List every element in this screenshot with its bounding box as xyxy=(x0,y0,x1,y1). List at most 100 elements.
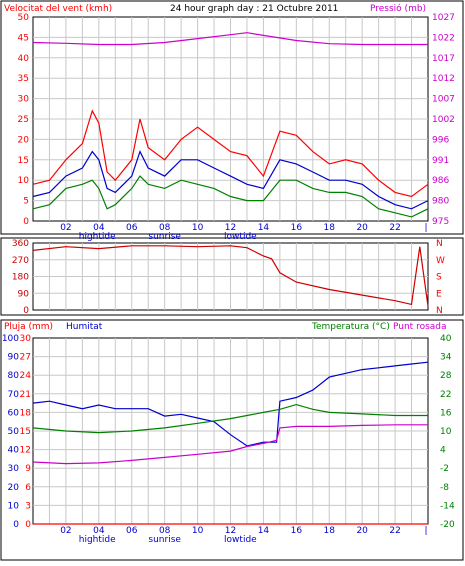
humidity-y-tick: 60 xyxy=(8,408,20,418)
pressure-y-tick: 980 xyxy=(432,197,449,207)
temperature-y-tick: -20 xyxy=(440,520,455,530)
x-tick-label: 22 xyxy=(389,223,400,233)
x-tick-label: 10 xyxy=(192,223,204,233)
humidity-y-tick: 70 xyxy=(8,390,20,400)
climate-series-green xyxy=(32,403,428,434)
x-tick-label: 08 xyxy=(159,526,171,536)
pressure-y-tick: 1027 xyxy=(432,13,455,23)
rain-y-tick: 24 xyxy=(20,371,32,381)
humidity-y-tick: 10 xyxy=(8,501,20,511)
data-series xyxy=(32,32,429,525)
rain-axis-label: Pluja (mm) xyxy=(4,322,53,332)
direction-panel-border xyxy=(0,237,464,316)
pressure-y-tick: 991 xyxy=(432,156,449,166)
compass-y-tick: W xyxy=(436,256,445,266)
x-tick-label: 14 xyxy=(258,526,270,536)
temperature-y-tick: -2 xyxy=(440,464,449,474)
wind-series-magenta xyxy=(32,32,428,46)
x-tick-label: 10 xyxy=(192,526,204,536)
x-event-label: lowtide xyxy=(224,232,257,242)
x-tick-label: 06 xyxy=(126,223,138,233)
gridlines xyxy=(33,17,428,524)
temperature-y-tick: -14 xyxy=(440,501,455,511)
x-end-marker: | xyxy=(424,526,427,536)
wind-series-red xyxy=(32,109,429,198)
x-tick-label: 18 xyxy=(324,223,336,233)
humidity-y-tick: 100 xyxy=(2,334,19,344)
pressure-y-tick: 1012 xyxy=(432,74,455,84)
x-tick-label: 08 xyxy=(159,223,171,233)
rain-y-tick: 0 xyxy=(25,520,31,530)
wind-y-tick: 50 xyxy=(18,13,30,23)
x-tick-label: 20 xyxy=(356,223,368,233)
wind-y-tick: 45 xyxy=(18,33,29,43)
compass-y-tick: N xyxy=(436,239,443,249)
wind-series-green xyxy=(32,175,429,218)
wind-y-tick: 25 xyxy=(18,115,29,125)
humidity-y-tick: 80 xyxy=(8,371,20,381)
wind-y-tick: 40 xyxy=(18,54,30,64)
x-tick-label: 14 xyxy=(258,223,270,233)
temperature-y-tick: 4 xyxy=(440,446,446,456)
dewpoint-axis-label: Punt rosada xyxy=(393,322,447,332)
compass-y-tick: E xyxy=(436,289,442,299)
humidity-y-tick: 40 xyxy=(8,446,20,456)
rain-y-tick: 27 xyxy=(20,353,31,363)
x-tick-label: 06 xyxy=(126,526,138,536)
rain-y-tick: 3 xyxy=(25,501,31,511)
pressure-y-tick: 1022 xyxy=(432,33,455,43)
wind-y-tick: 15 xyxy=(18,156,29,166)
x-tick-label: 16 xyxy=(291,223,303,233)
wind-y-tick: 0 xyxy=(23,217,29,227)
temperature-y-tick: 28 xyxy=(440,371,452,381)
rain-y-tick: 12 xyxy=(20,446,31,456)
pressure-y-tick: 1007 xyxy=(432,95,455,105)
pressure-y-tick: 996 xyxy=(432,135,449,145)
wind-speed-axis-label: Velocitat del vent (kmh) xyxy=(4,4,112,14)
temperature-y-tick: 16 xyxy=(440,408,452,418)
x-tick-label: 12 xyxy=(225,526,236,536)
rain-y-tick: 21 xyxy=(20,390,31,400)
x-tick-label: 22 xyxy=(389,526,400,536)
direction-y-tick: 90 xyxy=(18,289,30,299)
climate-series-magenta xyxy=(32,424,428,465)
direction-y-tick: 270 xyxy=(12,256,29,266)
x-event-label: sunrise xyxy=(148,535,181,545)
x-event-label: hightide xyxy=(79,535,116,545)
rain-y-tick: 9 xyxy=(25,464,31,474)
temperature-y-tick: 10 xyxy=(440,427,452,437)
climate-series-blue xyxy=(32,361,429,447)
x-event-label: lowtide xyxy=(224,535,257,545)
humidity-axis-label: Humitat xyxy=(66,322,103,332)
wind-y-tick: 30 xyxy=(18,95,30,105)
x-event-label: hightide xyxy=(79,232,116,242)
wind-y-tick: 10 xyxy=(18,176,30,186)
x-event-label: sunrise xyxy=(148,232,181,242)
humidity-y-tick: 50 xyxy=(8,427,20,437)
rain-y-tick: 15 xyxy=(20,427,31,437)
x-end-marker: | xyxy=(424,223,427,233)
humidity-y-tick: 20 xyxy=(8,483,20,493)
direction-y-tick: 0 xyxy=(23,306,29,316)
pressure-y-tick: 1017 xyxy=(432,54,455,64)
compass-y-tick: S xyxy=(436,273,442,283)
pressure-y-tick: 986 xyxy=(432,176,449,186)
compass-y-tick: N xyxy=(436,306,443,316)
wind-y-tick: 20 xyxy=(18,135,30,145)
pressure-axis-label: Pressió (mb) xyxy=(370,3,426,14)
x-tick-label: 16 xyxy=(291,526,303,536)
x-tick-label: 12 xyxy=(225,223,236,233)
temperature-y-tick: 22 xyxy=(440,390,451,400)
temperature-y-tick: 40 xyxy=(440,334,452,344)
wind-series-blue xyxy=(32,150,429,210)
pressure-y-tick: 1002 xyxy=(432,115,455,125)
humidity-y-tick: 30 xyxy=(8,464,20,474)
x-tick-label: 02 xyxy=(60,223,71,233)
temperature-axis-label: Temperatura (°C) xyxy=(311,322,390,332)
humidity-y-tick: 90 xyxy=(8,353,20,363)
direction-series xyxy=(32,245,429,307)
x-tick-label: 04 xyxy=(93,223,105,233)
bottom-panel-border xyxy=(0,319,464,561)
direction-y-tick: 180 xyxy=(12,273,29,283)
